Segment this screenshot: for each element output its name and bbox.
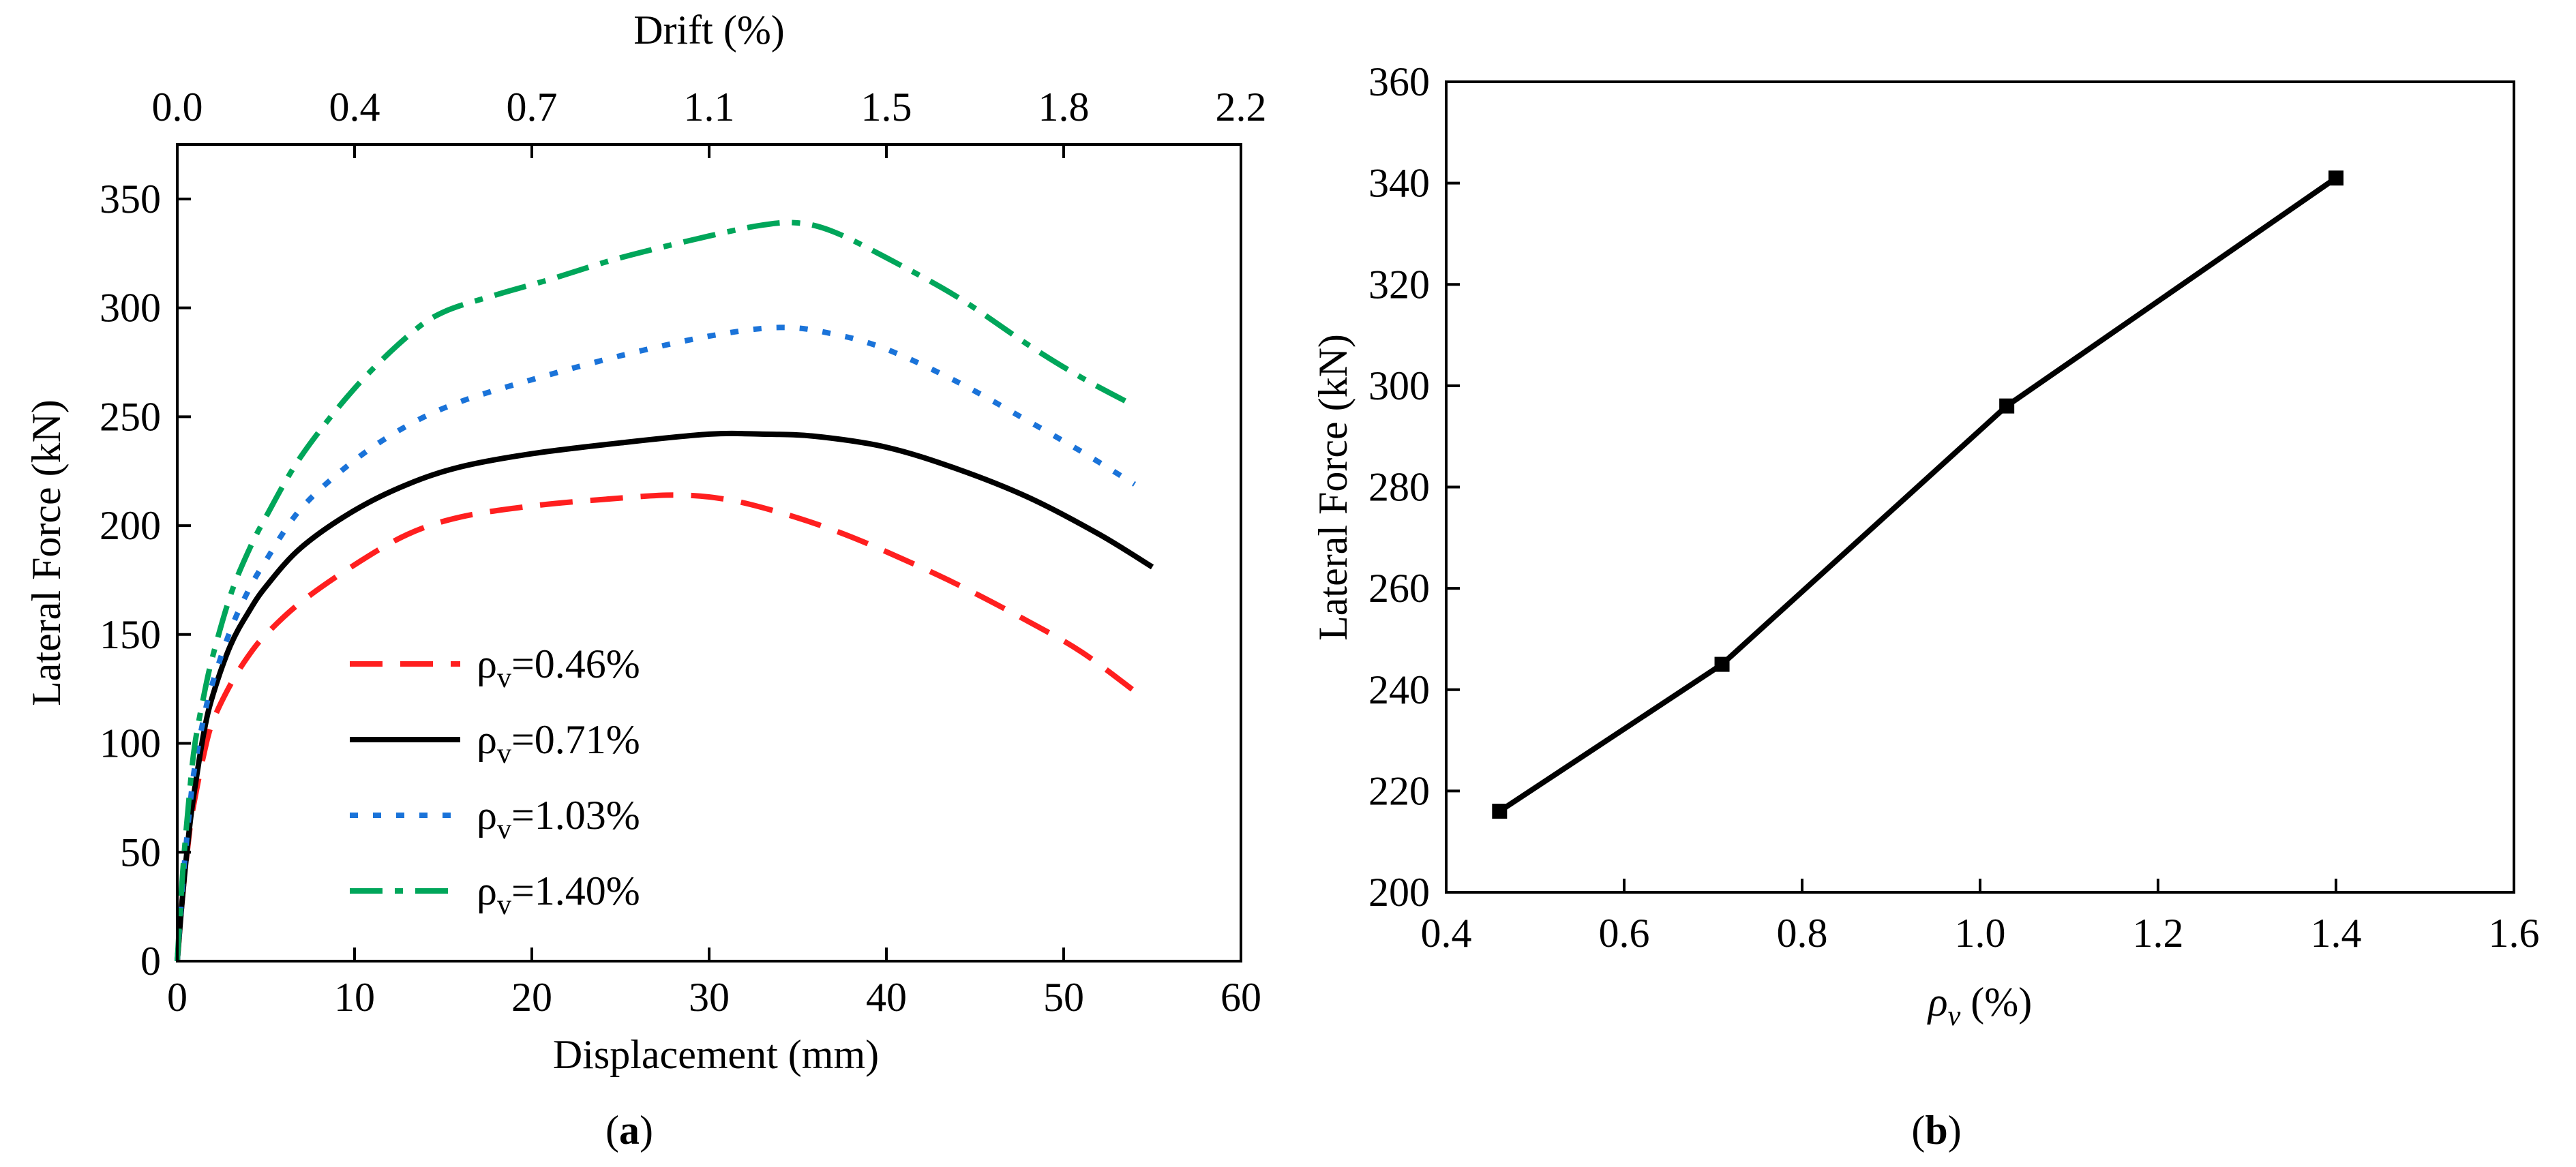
legend-entry: ρv=1.03% (350, 793, 640, 845)
x-tick-label: 1.6 (2489, 911, 2540, 956)
y-tick-label: 280 (1368, 465, 1430, 510)
panel-a-series-group (175, 219, 1154, 962)
y-tick-label: 340 (1368, 161, 1430, 206)
data-point-marker (1714, 656, 1730, 672)
legend-label: ρv=1.03% (477, 793, 640, 845)
x-tick-label: 1.0 (1955, 911, 2006, 956)
legend-label: ρv=1.40% (477, 868, 640, 921)
y-tick-label: 300 (1368, 363, 1430, 408)
x-tick-label: 1.4 (2311, 911, 2362, 956)
x-tick-label: 40 (866, 975, 907, 1020)
panel-a-ticks (176, 145, 1242, 963)
y-tick-label: 220 (1368, 768, 1430, 813)
panel-b-x-axis-title: ρv (%) (1927, 980, 2032, 1032)
top-tick-label: 2.2 (1216, 85, 1267, 130)
x-tick-label: 0 (167, 975, 188, 1020)
series-line-1 (175, 492, 1137, 962)
y-tick-label: 50 (120, 830, 161, 875)
panel-a-legend: ρv=0.46% ρv=0.71% ρv=1.03% ρv=1.40% (350, 641, 640, 921)
y-tick-label: 350 (100, 177, 161, 222)
top-tick-label: 1.1 (684, 85, 735, 130)
legend-label: ρv=0.46% (477, 641, 640, 694)
x-tick-label: 0.8 (1777, 911, 1828, 956)
panel-b-chart: 0.4 0.6 0.8 1.0 1.2 1.4 1.6 200 220 240 260 280 300 3… (1311, 59, 2540, 1153)
panel-a-x-axis-title: Displacement (mm) (553, 1032, 879, 1077)
panel-b-ticks (1445, 80, 2515, 894)
y-tick-label: 100 (100, 721, 161, 766)
y-tick-label: 0 (140, 939, 161, 984)
data-point-marker (1492, 804, 1508, 819)
x-tick-label: 60 (1220, 975, 1261, 1020)
top-tick-label: 0.0 (152, 85, 203, 130)
top-tick-label: 0.7 (507, 85, 558, 130)
legend-entry: ρv=1.40% (350, 868, 640, 921)
panel-a-y-axis-title: Lateral Force (kN) (24, 399, 69, 706)
panel-b-y-axis-title: Lateral Force (kN) (1311, 334, 1356, 641)
top-tick-label: 1.5 (861, 85, 912, 130)
panel-a-top-axis-title: Drift (%) (633, 7, 785, 52)
panel-b-caption: (b) (1911, 1108, 1961, 1153)
series-line-2 (175, 430, 1154, 962)
y-tick-label: 360 (1368, 59, 1430, 104)
y-tick-label: 150 (100, 612, 161, 657)
x-tick-label: 20 (511, 975, 552, 1020)
x-tick-label: 1.2 (2133, 911, 2184, 956)
top-tick-label: 0.4 (329, 85, 380, 130)
x-tick-label: 30 (689, 975, 730, 1020)
series-line-1 (1498, 175, 2338, 814)
data-point-marker (1999, 398, 2015, 414)
panel-a-chart: 0 0.0 10 0.4 20 0.7 30 1.1 40 1.5 50 1.8 60 2.2 0 50 100… (24, 7, 1267, 1153)
series-line-4 (175, 219, 1136, 962)
panel-b-series-group (1492, 170, 2343, 819)
top-tick-label: 1.8 (1038, 85, 1090, 130)
y-tick-label: 300 (100, 286, 161, 331)
y-tick-label: 260 (1368, 566, 1430, 611)
panel-a-tick-labels: 0 0.0 10 0.4 20 0.7 30 1.1 40 1.5 50 1.8 60 2.2 0 50 100… (100, 85, 1267, 1020)
x-tick-label: 0.4 (1421, 911, 1472, 956)
legend-entry: ρv=0.71% (350, 717, 640, 770)
data-point-marker (2328, 170, 2343, 186)
y-tick-label: 200 (100, 503, 161, 548)
legend-label: ρv=0.71% (477, 717, 640, 770)
legend-entry: ρv=0.46% (350, 641, 640, 694)
panel-b-tick-labels: 0.4 0.6 0.8 1.0 1.2 1.4 1.6 200 220 240 260 280 300 3… (1368, 59, 2540, 956)
series-line-3 (175, 324, 1137, 962)
x-tick-label: 10 (334, 975, 375, 1020)
panel-a-caption: (a) (605, 1108, 653, 1153)
y-tick-label: 200 (1368, 870, 1430, 915)
y-tick-label: 240 (1368, 667, 1430, 712)
x-tick-label: 50 (1043, 975, 1084, 1020)
x-tick-label: 0.6 (1599, 911, 1650, 956)
y-tick-label: 320 (1368, 262, 1430, 307)
y-tick-label: 250 (100, 394, 161, 439)
